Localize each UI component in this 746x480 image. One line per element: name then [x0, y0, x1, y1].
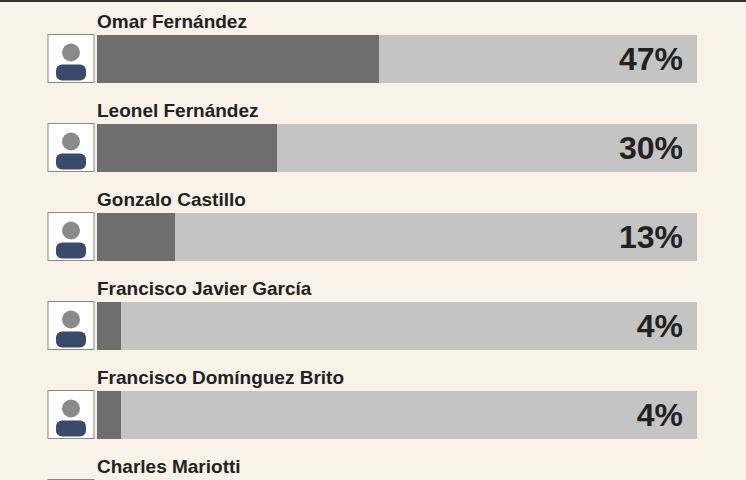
svg-text:47%: 47% — [619, 41, 683, 77]
svg-text:4%: 4% — [637, 397, 683, 433]
svg-text:Charles Mariotti: Charles Mariotti — [97, 456, 241, 477]
svg-text:13%: 13% — [619, 219, 683, 255]
svg-text:Omar Fernández: Omar Fernández — [97, 11, 247, 32]
svg-text:Francisco Javier García: Francisco Javier García — [97, 278, 312, 299]
svg-text:30%: 30% — [619, 130, 683, 166]
svg-text:4%: 4% — [637, 308, 683, 344]
svg-text:Francisco Domínguez Brito: Francisco Domínguez Brito — [97, 367, 344, 388]
svg-text:Gonzalo Castillo: Gonzalo Castillo — [97, 189, 246, 210]
svg-text:Leonel Fernández: Leonel Fernández — [97, 100, 259, 121]
